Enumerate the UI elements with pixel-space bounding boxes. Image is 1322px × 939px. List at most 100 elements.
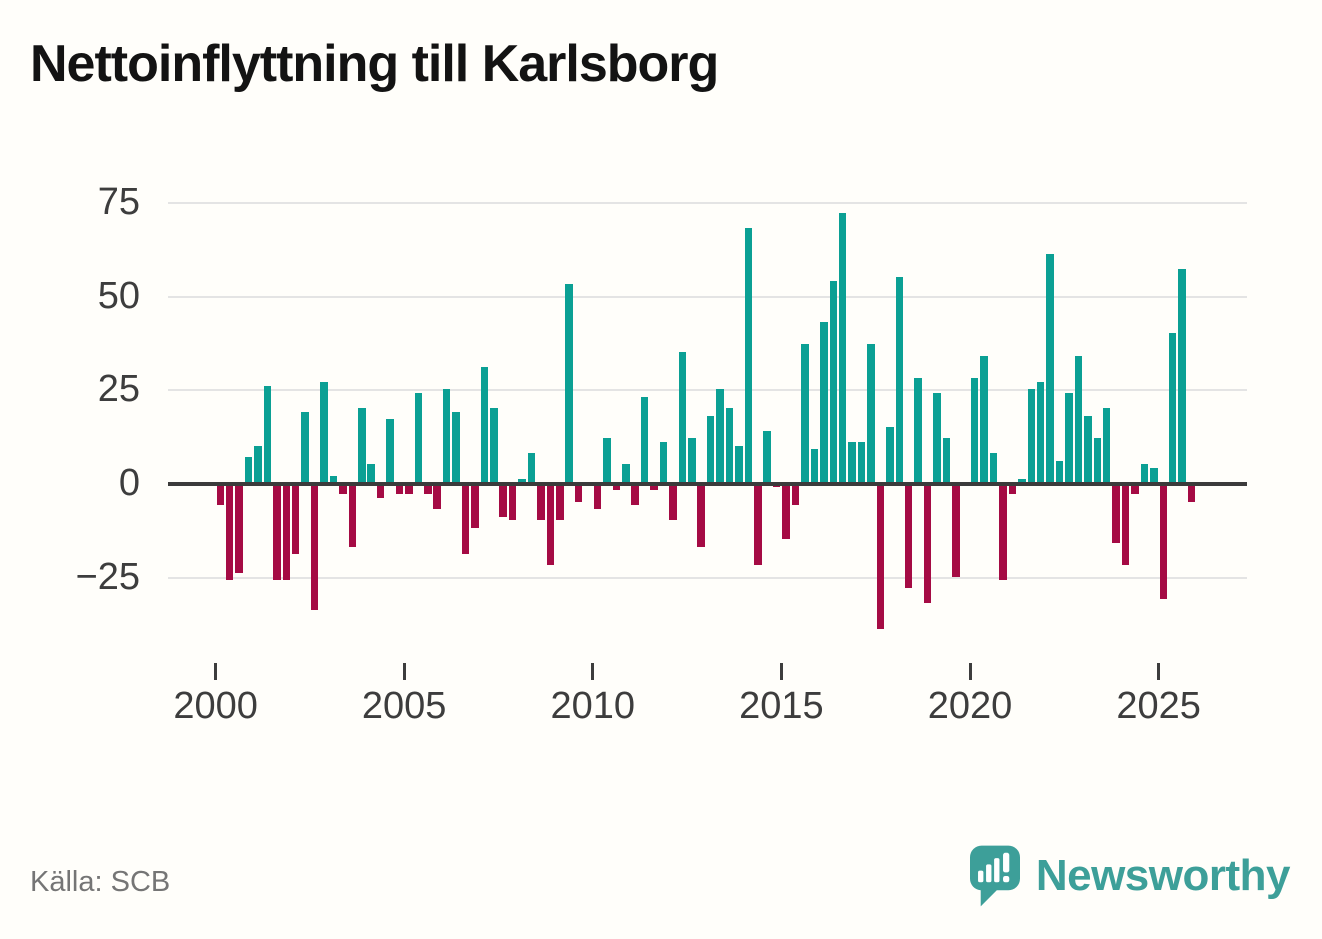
bar: [518, 479, 526, 483]
bar: [499, 483, 507, 517]
bar: [1112, 483, 1120, 543]
bar: [782, 483, 790, 540]
brand-wordmark: Newsworthy: [1035, 851, 1291, 900]
x-axis-tick: [402, 663, 406, 680]
bar: [546, 483, 555, 566]
bar: [273, 483, 281, 581]
bar: [838, 213, 847, 483]
y-axis-tick-label: 0: [118, 462, 140, 504]
bar: [386, 419, 394, 483]
bar: [933, 393, 941, 483]
bar: [1055, 460, 1064, 483]
bar: [254, 445, 262, 483]
bar: [970, 378, 979, 483]
bar: [414, 393, 423, 483]
bar: [650, 483, 658, 491]
bar: [593, 483, 602, 510]
bar: [952, 483, 960, 577]
bar: [348, 483, 357, 547]
bar: [895, 276, 903, 483]
bar: [452, 411, 460, 483]
bar: [716, 389, 724, 483]
bar: [537, 483, 545, 521]
x-axis-tick: [591, 663, 595, 680]
bar: [688, 438, 696, 483]
bar: [678, 351, 687, 483]
bar: [857, 441, 866, 483]
bar: [1187, 483, 1196, 502]
bar: [320, 381, 328, 483]
bar: [1140, 464, 1149, 483]
bar: [442, 389, 451, 483]
bar: [527, 453, 536, 483]
bar: [405, 483, 413, 495]
bar: [999, 483, 1007, 581]
bar: [669, 483, 677, 521]
bar: [1121, 483, 1130, 566]
bar: [735, 445, 743, 483]
bar: [754, 483, 762, 566]
bar: [725, 408, 734, 483]
bar: [480, 366, 489, 483]
bar: [659, 441, 668, 483]
bar: [810, 449, 819, 483]
x-axis-tick: [968, 663, 972, 680]
bar: [791, 483, 800, 506]
x-axis-tick-label: 2025: [1116, 685, 1201, 727]
bar: [1065, 393, 1073, 483]
bar: [263, 385, 272, 483]
y-axis-tick-label: 50: [97, 274, 140, 317]
bar: [989, 453, 998, 483]
gridline: [168, 201, 1247, 204]
x-axis-tick-label: 2020: [927, 685, 1013, 727]
bar: [367, 464, 375, 483]
bar: [631, 483, 639, 506]
bar: [640, 396, 649, 483]
bar: [848, 441, 856, 483]
plot-area: 2000 2005 2010 2015 2020 2025: [168, 190, 1247, 727]
logo-bar-large: [993, 858, 1000, 883]
brand-logo: Newsworthy: [969, 845, 1291, 907]
bar: [433, 483, 441, 510]
gridline: [168, 389, 1247, 392]
bar: [763, 430, 771, 483]
bar: [1102, 408, 1111, 483]
bar: [508, 483, 517, 521]
bar: [395, 483, 404, 495]
logo-exclamation-dot: [1002, 876, 1010, 883]
x-axis-tick-label: 2005: [361, 685, 447, 727]
bar: [744, 228, 753, 483]
bar: [942, 438, 951, 483]
bar: [829, 280, 837, 483]
bar: [556, 483, 564, 521]
bar: [471, 483, 479, 528]
bar: [329, 475, 338, 483]
bar: [923, 483, 932, 603]
bar: [612, 483, 621, 491]
bar: [339, 483, 347, 495]
bar: [801, 344, 809, 483]
bar: [376, 483, 385, 498]
x-axis-tick-label: 2015: [739, 685, 824, 727]
bar: [282, 483, 291, 581]
bar: [244, 456, 253, 483]
bar: [1084, 415, 1092, 483]
x-axis-tick: [1157, 663, 1161, 680]
x-axis-tick: [214, 663, 218, 680]
bar: [1168, 333, 1177, 483]
bar: [706, 415, 715, 483]
bar: [225, 483, 234, 581]
gridline: [168, 576, 1247, 579]
zero-baseline: [168, 482, 1247, 486]
bar: [1159, 483, 1168, 600]
source-text: Källa: SCB: [30, 866, 171, 898]
bar: [1027, 389, 1036, 483]
bar: [565, 284, 573, 483]
x-axis-tick-label: 2000: [173, 685, 258, 727]
x-axis-tick: [779, 663, 783, 680]
bar: [1018, 479, 1026, 483]
bar: [1178, 269, 1186, 483]
bar: [1046, 254, 1054, 483]
newsworthy-logo-icon: [969, 845, 1020, 907]
y-axis-tick-label: 25: [97, 368, 140, 411]
